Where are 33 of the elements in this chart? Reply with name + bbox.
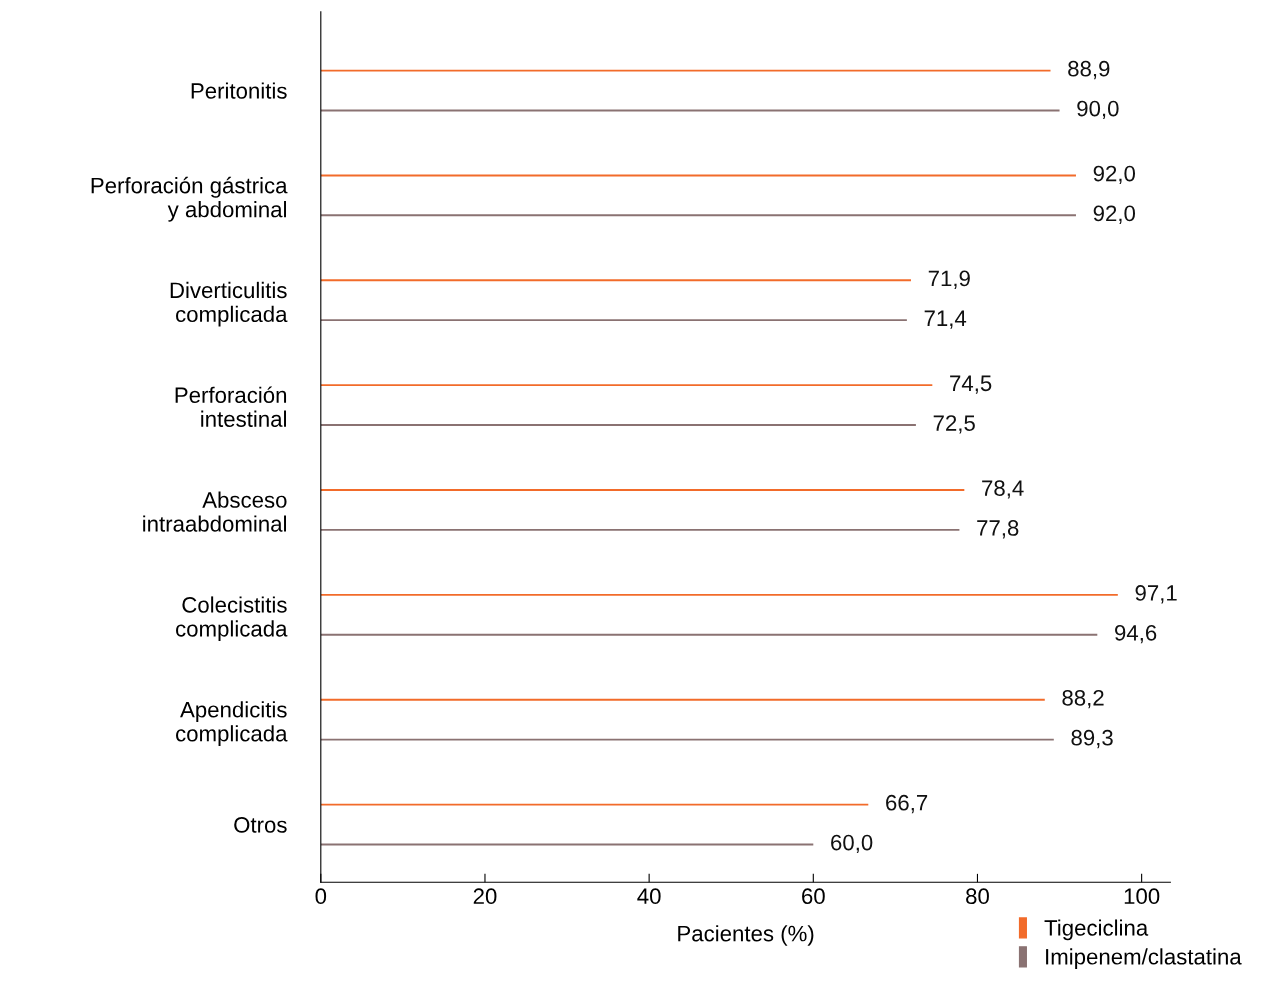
x-tick-label: 0 [315,888,327,905]
data-label: 92,0 [1093,205,1136,224]
data-label: 60,0 [831,834,873,854]
x-tick-label: 60 [802,888,825,905]
y-tick-label: Absceso intraabdominal [143,491,287,532]
data-label: 77,8 [977,520,1019,539]
x-tick-label: 80 [966,888,989,905]
data-label: 90,0 [1077,100,1119,120]
x-axis-title: Pacientes (%) [678,925,814,946]
data-label: 89,3 [1071,729,1113,749]
y-tick-label: Perforación intestinal [175,386,287,427]
data-label: 97,1 [1135,585,1177,604]
data-label: 78,4 [982,480,1024,499]
y-tick-label: Otros [234,817,287,833]
data-label: 94,6 [1115,624,1157,644]
y-tick-label: Diverticulitis complicada [170,281,288,327]
x-tick-label: 40 [637,888,661,905]
data-label: 72,5 [933,415,975,434]
data-label: 71,4 [924,310,967,329]
data-label: 88,2 [1062,689,1104,709]
data-label: 66,7 [886,794,928,814]
data-label: 71,9 [928,270,970,289]
y-tick-label: Colecistitis complicada [176,596,288,642]
y-tick-label: Peritonitis [191,82,287,99]
data-label: 74,5 [950,375,992,394]
x-tick-label: 20 [473,888,497,905]
legend-label: Tigeciclina [1044,919,1149,941]
data-label: 92,0 [1093,165,1136,185]
x-tick-label: 100 [1124,888,1160,905]
data-label: 88,9 [1068,60,1110,80]
y-tick-label: Perforación gástrica y abdominal [91,176,288,222]
y-tick-label: Apendicitis complicada [176,701,288,746]
legend-label: Imipenem/clastatina [1046,948,1242,969]
